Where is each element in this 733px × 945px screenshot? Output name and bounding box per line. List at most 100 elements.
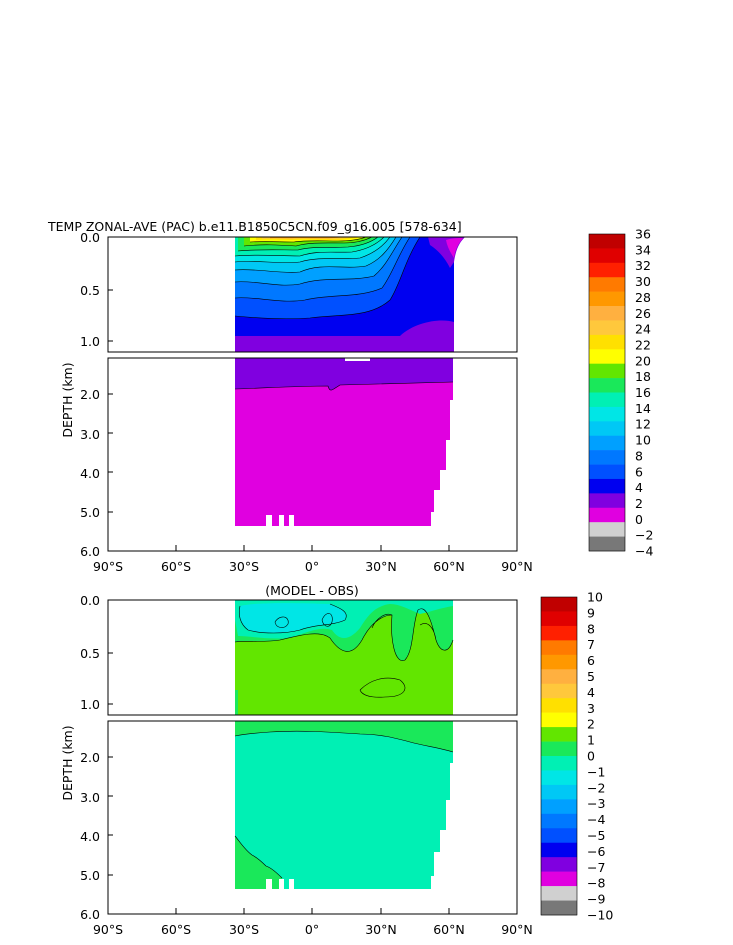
diff-x-axis: 90°S 60°S 30°S 0° 30°N 60°N 90°N [93, 922, 533, 937]
temp-xtick-label: 90°N [501, 559, 533, 574]
temp-xtick-label: 30°N [365, 559, 397, 574]
temp-land-gap [454, 266, 464, 352]
temp-ylabel: DEPTH (km) [60, 362, 75, 437]
diff-xtick-label: 30°S [229, 922, 259, 937]
diff-deep-contours [234, 730, 454, 879]
diff-colorbar-label: 6 [587, 653, 595, 668]
temp-colorbar-label: 30 [635, 274, 651, 289]
diff-colorbar-label: −5 [587, 828, 605, 843]
temp-colorbar-swatch [589, 406, 625, 422]
temp-ytick-label: 6.0 [80, 544, 100, 559]
temp-colorbar-label: 26 [635, 306, 651, 321]
temp-x-ticks [107, 545, 518, 551]
temp-colorbar-swatch [589, 291, 625, 307]
diff-colorbar-label: −6 [587, 844, 605, 859]
temp-colorbar-label: −2 [635, 528, 653, 543]
diff-upper-frame [107, 599, 518, 716]
diff-y-axis: 0.0 0.5 1.0 2.0 3.0 4.0 5.0 6.0 [80, 593, 100, 922]
diff-colorbar-label: −2 [587, 780, 605, 795]
diff-right-stair [431, 721, 517, 889]
temp-colorbar-label: 4 [635, 480, 643, 495]
diff-colorbar-label: −1 [587, 764, 605, 779]
temp-colorbar-swatch [589, 450, 625, 465]
temp-colorbar-label: 6 [635, 464, 643, 479]
diff-colorbar-swatch [541, 625, 577, 641]
diff-colorbar-swatch [541, 900, 577, 916]
temp-colorbar-label: 8 [635, 448, 643, 463]
temp-ytick-label: 3.0 [80, 427, 100, 442]
temp-topo-cap [345, 358, 370, 361]
diff-xtick-label: 60°N [433, 922, 465, 937]
temp-panel: TEMP ZONAL-AVE (PAC) b.e11.B1850C5CN.f09… [47, 219, 653, 574]
temp-colorbar-label: −4 [635, 544, 653, 559]
temp-colorbar-swatch [589, 435, 625, 451]
temp-colorbar-swatch [589, 392, 625, 408]
temp-colorbar-label: 24 [635, 322, 651, 337]
temp-xtick-label: 60°N [433, 559, 465, 574]
temp-colorbar-swatch [589, 277, 625, 292]
diff-colorbar-label: −7 [587, 860, 605, 875]
diff-lower-field [234, 721, 517, 889]
diff-colorbar-swatch [541, 683, 577, 699]
temp-colorbar-swatch [589, 262, 625, 278]
temp-colorbar-swatch [589, 363, 625, 379]
temp-colorbar-swatch [589, 320, 625, 336]
diff-colorbar-swatch [541, 597, 577, 612]
temp-ytick-label: 4.0 [80, 466, 100, 481]
temp-title: TEMP ZONAL-AVE (PAC) b.e11.B1850C5CN.f09… [47, 219, 462, 234]
temp-xtick-label: 30°S [229, 559, 259, 574]
diff-ytick-label: 6.0 [80, 907, 100, 922]
temp-ytick-label: 0.0 [80, 230, 100, 245]
diff-ytick-label: 5.0 [80, 868, 100, 883]
temp-colorbar-swatch [589, 507, 625, 523]
diff-colorbar-swatch [541, 857, 577, 872]
temp-colorbar-swatch [589, 464, 625, 480]
diff-colorbar-swatch [541, 756, 577, 771]
diff-bottom-notches [266, 879, 294, 889]
temp-colorbar-label: 2 [635, 496, 643, 511]
diff-colorbar-label: 9 [587, 605, 595, 620]
temp-colorbar-label: 28 [635, 290, 651, 305]
diff-colorbar-swatch [541, 770, 577, 786]
temp-colorbar-label: 10 [635, 433, 651, 448]
diff-y-ticks [108, 599, 113, 876]
diff-colorbar-label: −10 [587, 908, 613, 923]
diff-colorbar-label: −4 [587, 812, 605, 827]
diff-colorbar-swatch [541, 698, 577, 713]
temp-colorbar-swatch [589, 522, 625, 537]
diff-x-ticks [107, 908, 518, 914]
temp-colorbar-swatch [589, 536, 625, 552]
temp-colorbar-swatch [589, 421, 625, 437]
temp-colorbar-swatch [589, 478, 625, 494]
temp-lower-field [234, 358, 517, 526]
diff-xtick-label: 60°S [161, 922, 191, 937]
diff-colorbar-swatch [541, 669, 577, 685]
diff-panel: (MODEL - OBS) 0.0 0.5 1.0 2.0 3.0 [60, 583, 613, 937]
diff-left-strip [235, 690, 238, 715]
diff-upper-field [234, 600, 465, 715]
diff-colorbar-label: −9 [587, 892, 605, 907]
temp-colorbar-swatch [589, 334, 625, 350]
temp-colorbar-swatch [589, 349, 625, 364]
temp-colorbar-label: 18 [635, 369, 651, 384]
diff-ytick-label: 3.0 [80, 790, 100, 805]
temp-bottom-notches [266, 515, 294, 526]
diff-ytick-label: 0.5 [80, 646, 100, 661]
diff-title: (MODEL - OBS) [265, 583, 358, 598]
diff-deep-upper-band [235, 721, 453, 752]
temp-colorbar-label: 34 [635, 242, 651, 257]
temp-band-nh-coldest [446, 238, 463, 258]
temp-colorbar-swatch [589, 248, 625, 264]
diff-colorbar-label: 5 [587, 669, 595, 684]
diff-colorbar-swatch [541, 727, 577, 742]
temp-colorbar-swatch [589, 378, 625, 393]
temp-colorbar-label: 20 [635, 353, 651, 368]
temp-contour-lines [234, 237, 421, 320]
temp-x-axis: 90°S 60°S 30°S 0° 30°N 60°N 90°N [93, 559, 533, 574]
temp-y-axis: 0.0 0.5 1.0 2.0 3.0 4.0 5.0 6.0 [80, 230, 100, 559]
temp-deep-contour [234, 381, 454, 391]
diff-xtick-label: 90°N [501, 922, 533, 937]
